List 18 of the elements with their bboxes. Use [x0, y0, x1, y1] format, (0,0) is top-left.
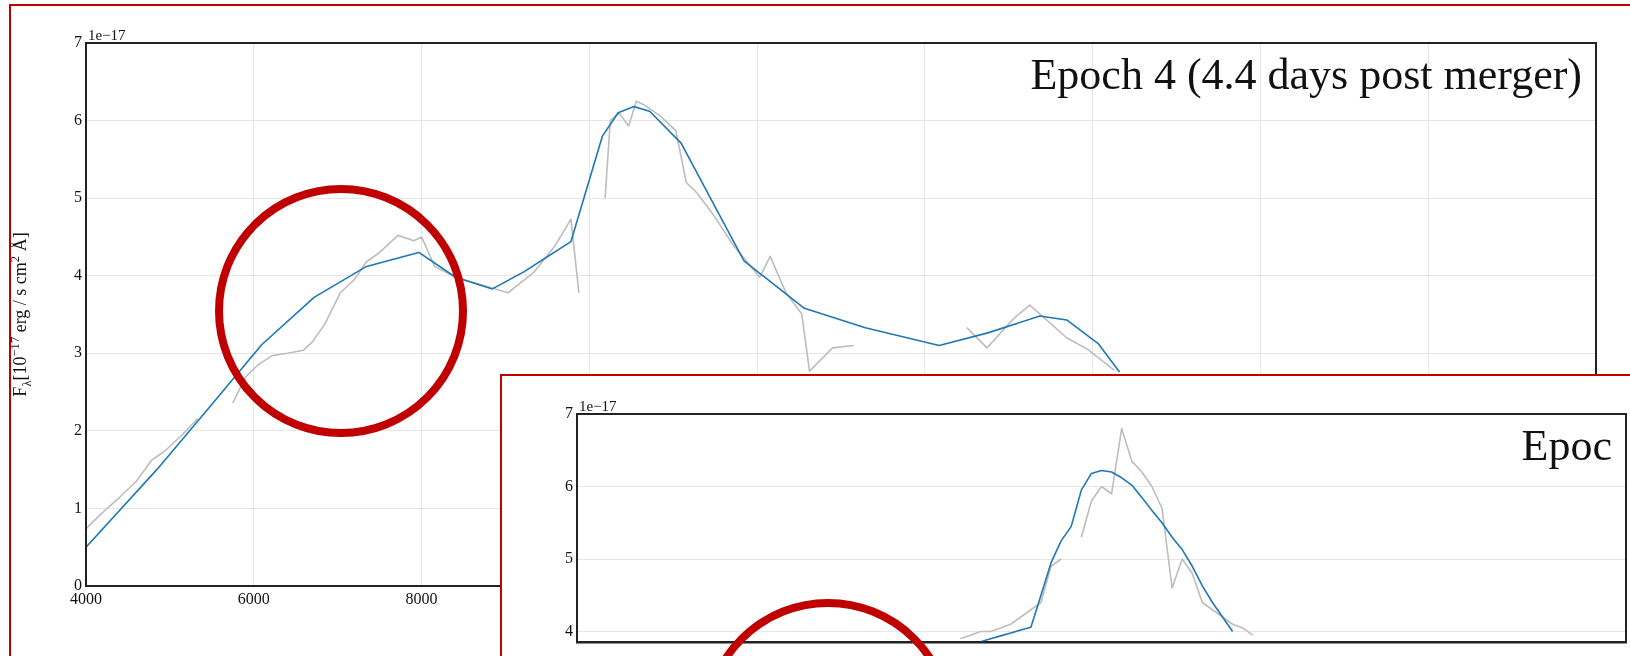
y-tick-label: 5	[565, 549, 573, 567]
text: 1e−17	[88, 27, 127, 43]
y-axis-title: Fλ[10−17 erg / s cm2 Å]	[7, 232, 34, 397]
y-tick-label: 6	[74, 110, 82, 128]
y-tick-label: 3	[74, 343, 82, 361]
y-tick-label: 4	[565, 621, 573, 639]
chart-title: Epoch 4 (4.4 days post merger)	[1030, 50, 1583, 100]
y-tick-label: 1	[74, 498, 82, 516]
y-tick-label: 6	[565, 476, 573, 494]
y-tick-label: 2	[74, 421, 82, 439]
annotation: 1e−17	[579, 398, 618, 414]
x-tick-label: 8000	[405, 589, 438, 607]
y-tick-label: 7	[565, 404, 573, 422]
y-tick-label: 7	[74, 33, 82, 51]
y-tick-label: 5	[74, 188, 82, 206]
x-tick-label: 6000	[237, 589, 270, 607]
chart-title: Epoc	[1521, 421, 1612, 471]
y-tick-label: 4	[74, 265, 82, 283]
